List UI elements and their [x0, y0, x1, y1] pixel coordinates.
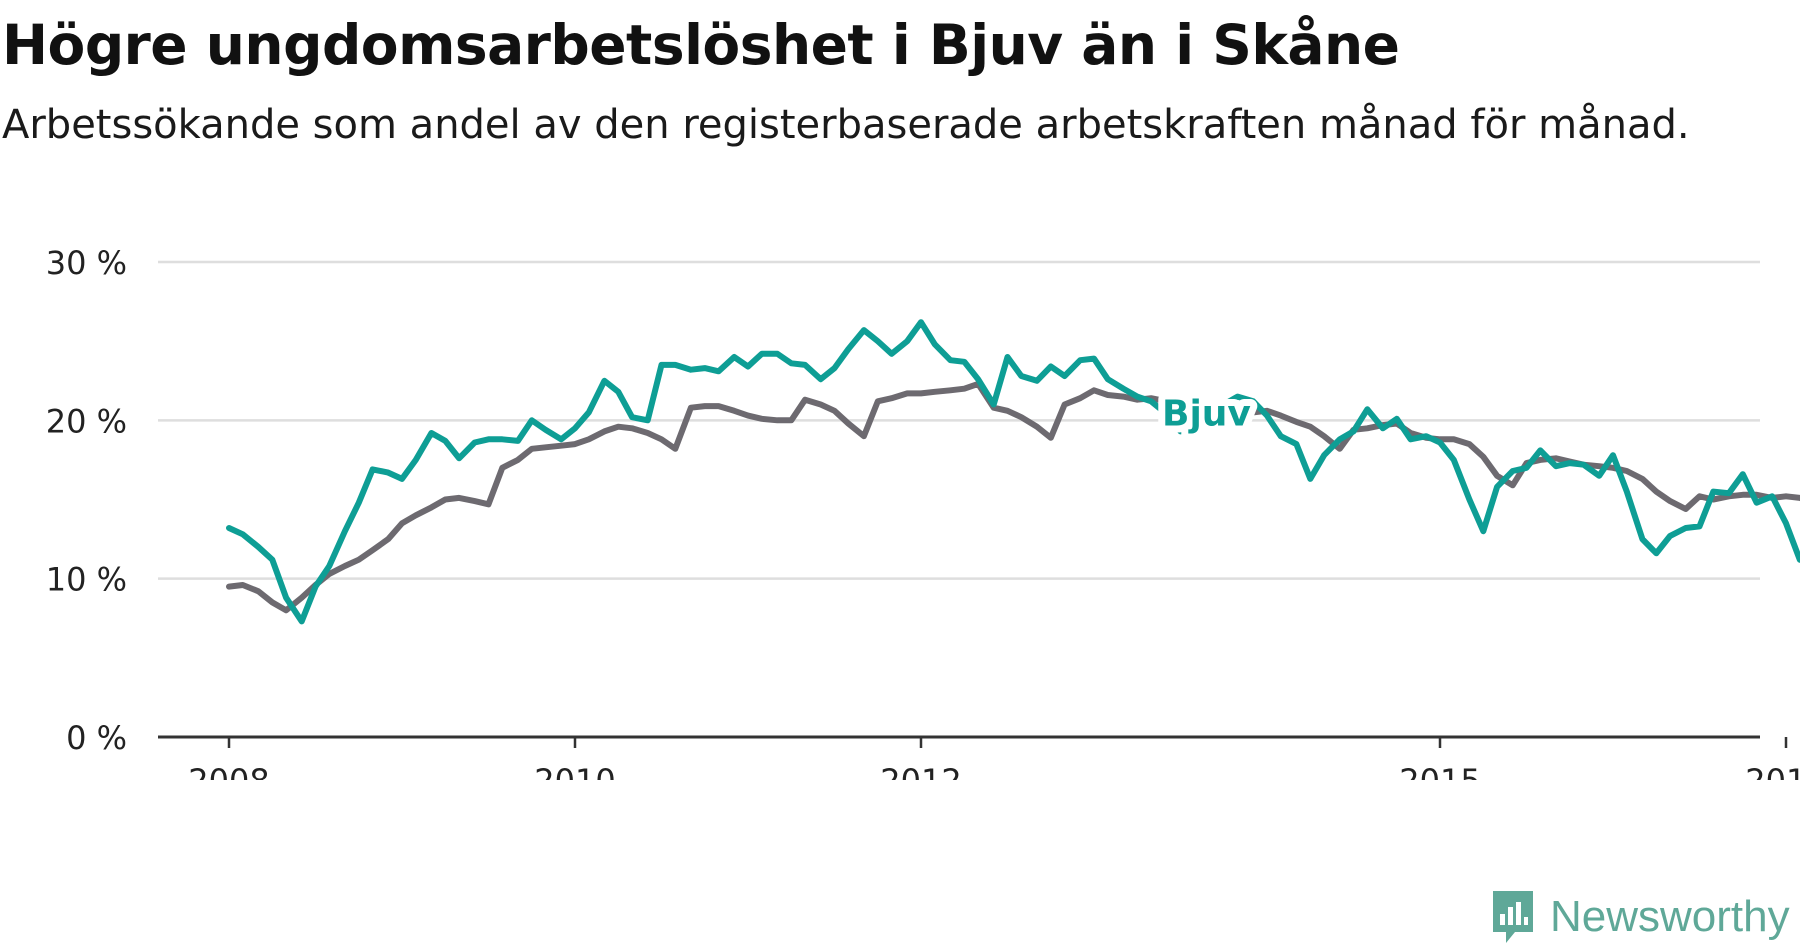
x-axis: 20082010201220152017202020222024 — [158, 735, 1800, 780]
newsworthy-logo-icon — [1493, 891, 1533, 943]
y-tick-label: 0 % — [66, 719, 127, 757]
chart-title: Högre ungdomsarbetslöshet i Bjuv än i Sk… — [2, 13, 1400, 77]
newsworthy-logo-text: Newsworthy — [1550, 892, 1790, 941]
line-chart: 0 %10 %20 %30 % 200820102012201520172020… — [46, 244, 1800, 780]
x-tick-label: 2015 — [1399, 762, 1480, 780]
newsworthy-logo: Newsworthy — [1490, 888, 1790, 946]
y-tick-label: 20 % — [46, 402, 127, 440]
series-lines — [226, 319, 1800, 625]
series-label-bjuv: Bjuv — [1162, 393, 1251, 434]
y-tick-label: 30 % — [46, 244, 127, 282]
series-line-skane — [226, 380, 1800, 614]
y-axis-ticks: 0 % 10 % 20 % 30 % — [46, 244, 127, 757]
series-line-bjuv — [226, 319, 1800, 625]
y-tick-label: 10 % — [46, 561, 127, 599]
x-tick-label: 2010 — [534, 762, 615, 780]
chart-subtitle: Arbetssökande som andel av den registerb… — [2, 102, 1690, 148]
grid-lines — [158, 260, 1760, 580]
x-tick-label: 2017 — [1745, 762, 1800, 780]
series-labels: Skåne10,7 %Bjuv13,1 % — [1155, 386, 1258, 441]
x-tick-label: 2012 — [880, 762, 961, 780]
x-tick-label: 2008 — [188, 762, 269, 780]
